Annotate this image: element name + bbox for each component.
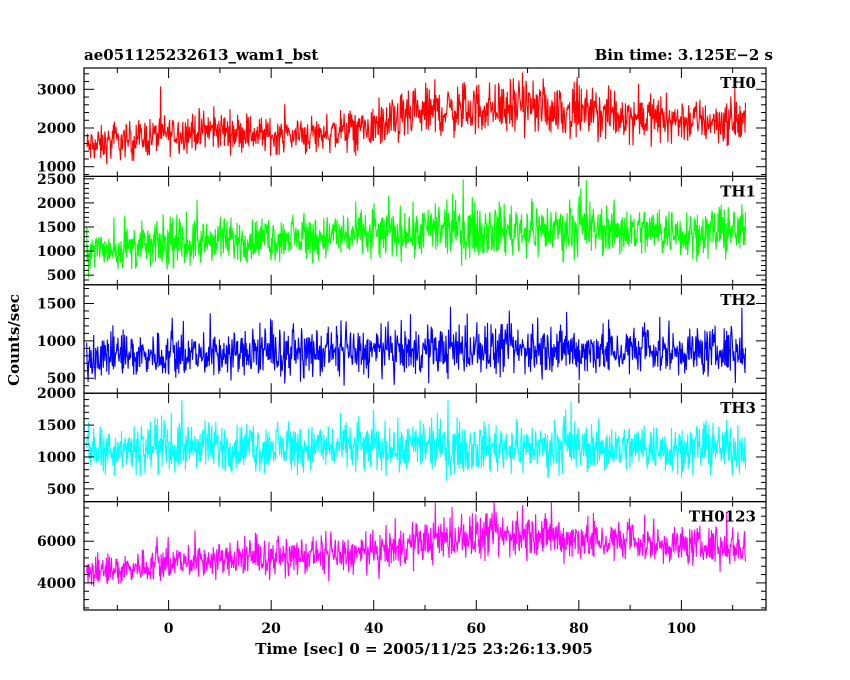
x-tick-label: 40 — [364, 621, 384, 637]
y-tick-label: 6000 — [37, 534, 76, 550]
series-trace-th0 — [86, 72, 747, 165]
x-tick-label: 20 — [261, 621, 281, 637]
series-trace-th0123 — [86, 501, 747, 587]
y-tick-label: 500 — [47, 371, 76, 387]
y-tick-label: 2000 — [37, 386, 76, 402]
y-tick-label: 1000 — [37, 450, 76, 466]
y-tick-label: 1000 — [37, 244, 76, 260]
y-tick-label: 2500 — [37, 172, 76, 188]
x-axis-label: Time [sec] 0 = 2005/11/25 23:26:13.905 — [255, 640, 592, 658]
y-tick-label: 2000 — [37, 196, 76, 212]
y-tick-label: 500 — [47, 268, 76, 284]
panel-th0: 1000 2000 3000 TH0 — [37, 67, 767, 178]
series-trace-th3 — [86, 399, 747, 481]
panel-label-th1: TH1 — [720, 182, 756, 200]
title-right: Bin time: 3.125E−2 s — [595, 46, 773, 64]
series-trace-th1 — [86, 179, 747, 278]
panel-label-th2: TH2 — [720, 291, 756, 309]
y-tick-label: 2000 — [37, 121, 76, 137]
y-tick-label: 1500 — [37, 220, 76, 236]
panel-label-th0: TH0 — [720, 74, 756, 92]
x-tick-label: 0 — [164, 621, 174, 637]
panel-th3: 500 1000 1500 2000 TH3 — [37, 386, 767, 503]
x-tick-label: 60 — [467, 621, 487, 637]
panel-label-th0123: TH0123 — [689, 508, 756, 526]
series-trace-th2 — [86, 306, 747, 386]
y-tick-label: 1000 — [37, 334, 76, 350]
y-tick-label: 3000 — [37, 82, 76, 98]
y-tick-label: 500 — [47, 482, 76, 498]
y-axis-label: Counts/sec — [5, 294, 23, 386]
y-tick-label: 4000 — [37, 576, 76, 592]
x-tick-label: 100 — [667, 621, 696, 637]
y-tick-label: 1000 — [37, 160, 76, 176]
x-tick-label: 80 — [569, 621, 589, 637]
title-left: ae051125232613_wam1_bst — [84, 46, 318, 64]
panel-th0123: 4000 6000 TH0123 — [37, 501, 767, 611]
y-tick-label: 1500 — [37, 418, 76, 434]
panel-th2: 500 1000 1500 TH2 — [37, 284, 767, 394]
y-tick-label: 1500 — [37, 296, 76, 312]
panel-th1: 500 1000 1500 2000 2500 TH1 — [37, 172, 767, 286]
panel-label-th3: TH3 — [720, 399, 756, 417]
